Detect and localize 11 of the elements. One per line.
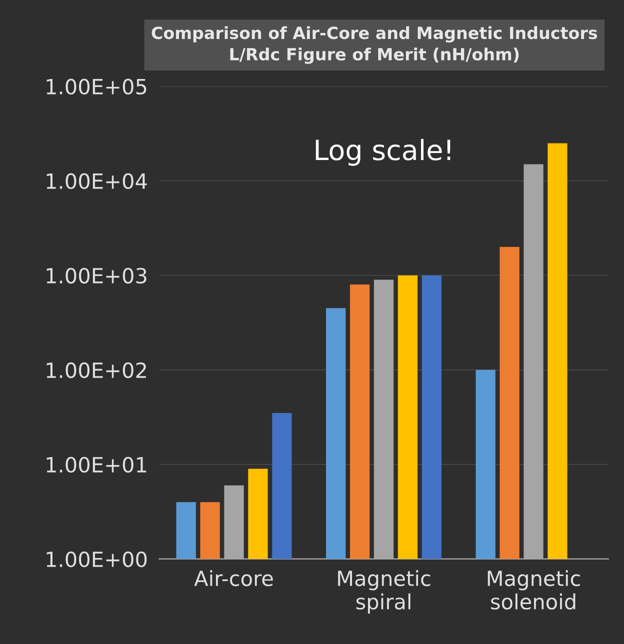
y-tick-label: 1.00E+02: [46, 362, 146, 378]
y-tick-label: 1.00E+03: [46, 268, 146, 284]
chart-title: Comparison of Air-Core and Magnetic Inductors L/Rdc Figure of Merit (nH/ohm): [152, 26, 598, 64]
y-tick-label: 1.00E+01: [46, 456, 146, 473]
y-tick-label: 1.00E+05: [46, 78, 146, 95]
y-tick-label: 1.00E+00: [46, 551, 147, 568]
annotation: Log scale!: [316, 138, 450, 166]
x-tick-label: Magnetic spiral: [338, 570, 430, 614]
x-tick-label: Magnetic solenoid: [488, 570, 580, 610]
x-tick-label: Air-core: [194, 570, 273, 586]
y-tick-label: 1.00E+04: [46, 173, 147, 190]
